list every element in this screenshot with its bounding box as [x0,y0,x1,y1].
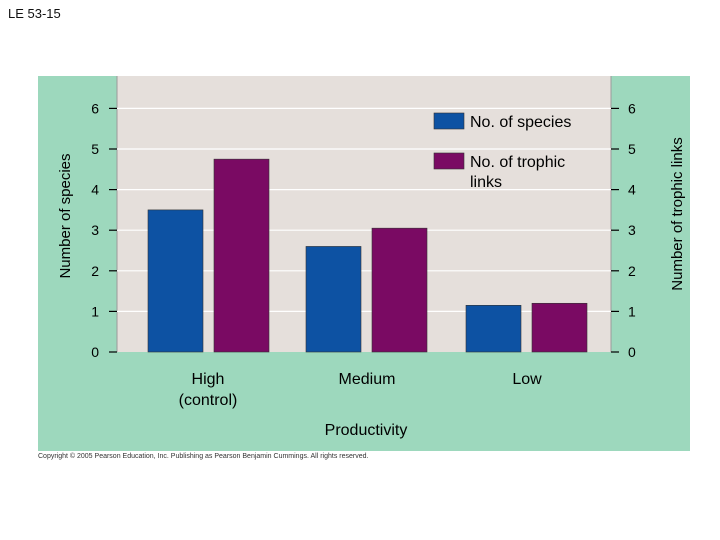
y-tick-label-left: 5 [91,141,99,157]
category-label-line: High [192,371,225,388]
y-axis-label-left: Number of species [57,153,74,278]
y-axis-label-right: Number of trophic links [669,137,686,290]
bar-species [305,246,362,353]
bar-trophic-links [531,302,588,353]
legend-label-line: links [470,174,502,191]
y-tick-label-right: 5 [628,141,636,157]
copyright-notice: Copyright © 2005 Pearson Education, Inc.… [38,453,369,460]
legend-label: No. of trophic links [470,154,565,191]
y-tick-label-left: 3 [91,222,99,238]
slide-label: LE 53-15 [8,6,61,21]
category-label-line: (control) [179,392,238,409]
category-label: Medium [339,371,396,388]
category-label: Low [512,371,542,388]
y-tick-label-left: 6 [91,100,99,116]
y-tick-label-right: 3 [628,222,636,238]
y-tick-label-left: 1 [91,303,99,319]
bar-trophic-links [371,227,428,353]
category-label-line: Medium [339,371,396,388]
y-tick-label-right: 1 [628,303,636,319]
y-tick-label-right: 0 [628,344,636,360]
bar-trophic-links [213,158,270,353]
bar-species [465,305,522,353]
y-tick-label-right: 2 [628,263,636,279]
y-tick-label-right: 4 [628,182,636,198]
legend-swatch [433,112,465,130]
legend-label-line: No. of species [470,114,571,131]
legend-swatch [433,152,465,170]
legend-label-line: No. of trophic [470,154,565,171]
y-tick-label-left: 2 [91,263,99,279]
x-axis-label: Productivity [325,422,408,439]
y-tick-label-right: 6 [628,100,636,116]
y-tick-label-left: 4 [91,182,99,198]
category-label-line: Low [512,371,542,388]
y-tick-label-left: 0 [91,344,99,360]
bar-species [147,209,204,353]
category-label: High (control) [179,371,238,409]
legend-label: No. of species [470,114,571,131]
